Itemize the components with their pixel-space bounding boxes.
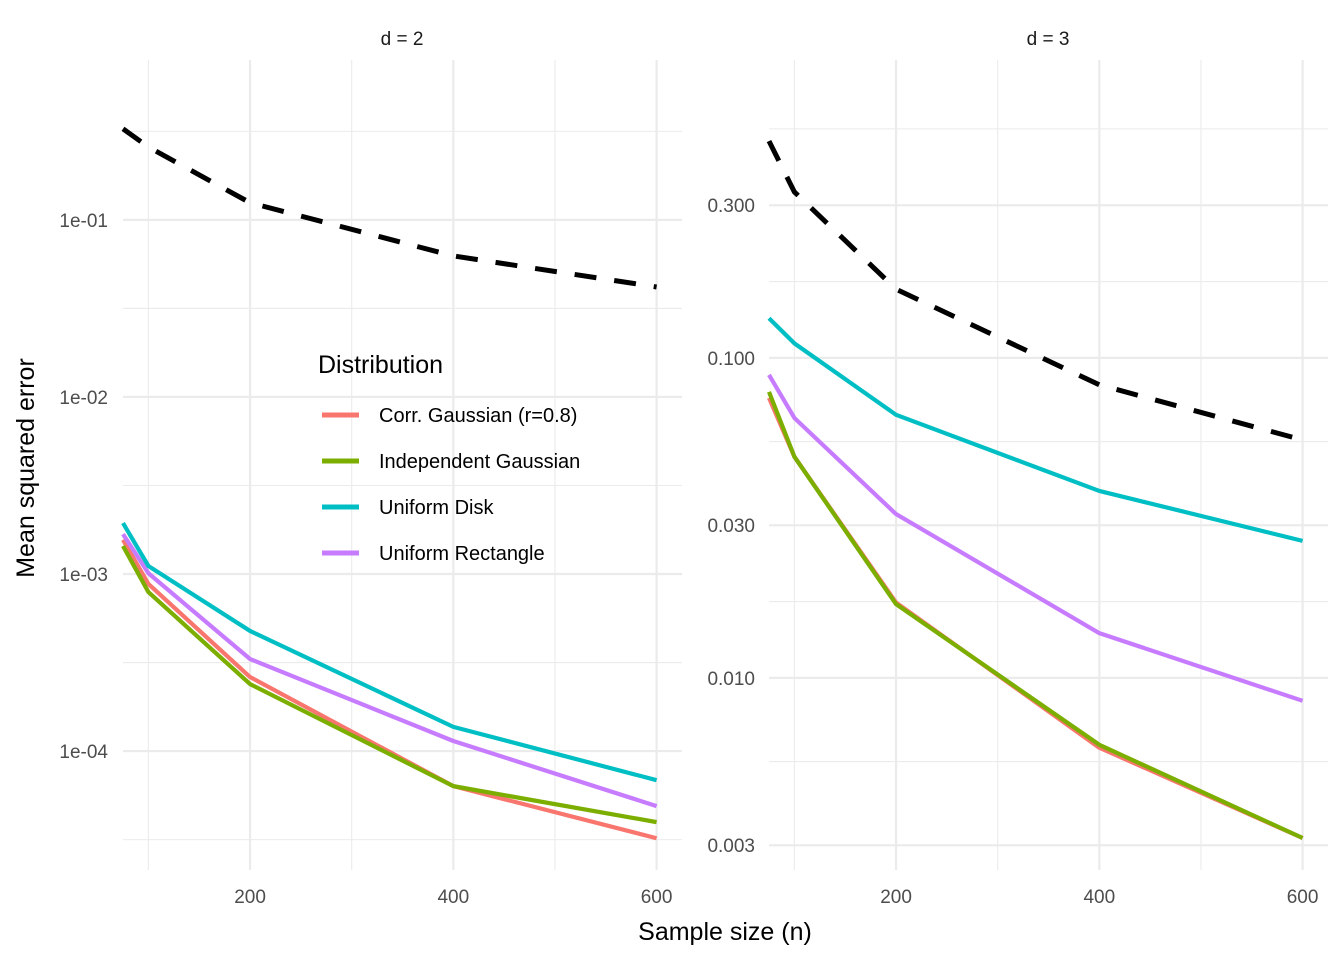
reference-dashed-line [766, 139, 1304, 443]
legend-title: Distribution [318, 351, 443, 379]
y-tick-label: 1e-03 [59, 565, 108, 586]
legend-entry: Uniform Rectangle [322, 543, 545, 565]
x-tick-label: 600 [1287, 887, 1319, 908]
x-tick-label: 400 [1083, 887, 1115, 908]
x-axis-title: Sample size (n) [638, 918, 812, 946]
series-line-corr-gaussian-r-0-8 [121, 538, 658, 841]
series-line-independent-gaussian [121, 544, 657, 825]
legend-entry: Corr. Gaussian (r=0.8) [322, 405, 577, 427]
legend-label: Uniform Disk [379, 497, 494, 519]
legend-entry: Independent Gaussian [322, 451, 580, 473]
y-tick-label: 0.003 [707, 836, 755, 857]
panel-title: d = 2 [381, 29, 424, 50]
y-axis-title: Mean squared error [12, 358, 40, 578]
legend-entry: Uniform Disk [322, 497, 494, 519]
series-line-uniform-disk [767, 316, 1304, 543]
x-tick-label: 600 [641, 887, 673, 908]
y-tick-label: 0.010 [707, 669, 755, 690]
panel-title: d = 3 [1027, 29, 1070, 50]
y-tick-label: 1e-02 [59, 388, 108, 409]
x-tick-label: 200 [880, 887, 912, 908]
y-tick-label: 0.100 [707, 349, 755, 370]
y-tick-label: 0.030 [707, 516, 755, 537]
legend-label: Independent Gaussian [379, 451, 580, 473]
series-line-uniform-rectangle [121, 532, 658, 809]
reference-dashed-line [121, 126, 657, 290]
y-tick-label: 1e-01 [59, 211, 108, 232]
panel-2: 0.300 0.100 0.030 0.010 0.003 200 400 600 d = 3 [707, 29, 1328, 908]
x-tick-label: 400 [437, 887, 469, 908]
y-tick-label: 1e-04 [59, 742, 108, 763]
series-line-independent-gaussian [767, 391, 1304, 840]
y-tick-label: 0.300 [707, 196, 755, 217]
series-line-corr-gaussian-r-0-8 [767, 397, 1304, 840]
legend-label: Corr. Gaussian (r=0.8) [379, 405, 577, 427]
x-tick-label: 200 [234, 887, 266, 908]
legend: Distribution Corr. Gaussian (r=0.8) Inde… [318, 351, 580, 565]
series-line-uniform-rectangle [767, 373, 1304, 703]
legend-label: Uniform Rectangle [379, 543, 545, 565]
panel-1: 1e-01 1e-02 1e-03 1e-04 200 400 600 d = 2 [59, 29, 682, 908]
series-line-uniform-disk [121, 521, 658, 783]
